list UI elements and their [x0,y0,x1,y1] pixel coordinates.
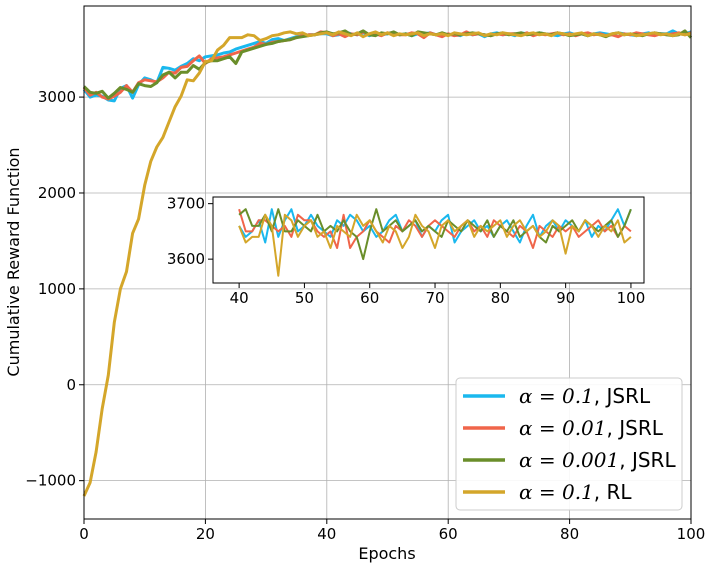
series-line-1 [82,30,692,101]
main-plot-frame [83,5,692,520]
x-tick-label-1: 20 [196,525,215,543]
x-axis-label: Epochs [358,544,415,563]
y-axis-label: Cumulative Reward Function [4,147,23,376]
main-y-ticks: −1000 0 1000 2000 3000 [25,88,84,490]
inset-chart: 40 50 60 70 80 90 100 3600 3700 [167,195,645,307]
legend-box [455,377,683,511]
x-tick-label-2: 40 [317,525,336,543]
x-tick-label-5: 100 [677,525,706,543]
legend: α = 0.1, JSRL α = 0.01, JSRL α = 0.001, JS… [455,377,683,511]
legend-label-2: α = 0.001, JSRL [519,448,676,472]
series-line-2 [82,29,693,100]
y-tick-label-4: 3000 [38,88,76,106]
y-tick-label-1: 0 [66,376,76,394]
inset-x-tick-label-0: 40 [230,289,249,307]
main-x-ticks: 0 20 40 60 80 100 [79,519,705,543]
inset-y-tick-label-0: 3600 [167,250,205,268]
x-tick-label-4: 80 [560,525,579,543]
inset-frame [212,196,645,284]
inset-y-ticks: 3600 3700 [167,195,213,268]
y-tick-label-3: 2000 [38,184,76,202]
inset-background [213,197,644,283]
inset-series-line-3 [238,213,632,277]
legend-label-0: α = 0.1, JSRL [519,384,651,408]
series-line-3 [82,30,692,497]
inset-x-tick-label-6: 100 [617,289,646,307]
x-tick-label-3: 60 [439,525,458,543]
inset-x-tick-label-2: 60 [360,289,379,307]
y-tick-label-0: −1000 [25,472,76,490]
inset-x-tick-label-3: 70 [425,289,444,307]
inset-x-tick-label-4: 80 [491,289,510,307]
inset-x-tick-label-5: 90 [556,289,575,307]
main-series-group [82,29,693,497]
inset-y-tick-label-1: 3700 [167,195,205,213]
y-tick-label-2: 1000 [38,280,76,298]
inset-x-ticks: 40 50 60 70 80 90 100 [230,283,646,307]
series-line-0 [82,29,692,103]
legend-label-1: α = 0.01, JSRL [519,416,664,440]
inset-x-tick-label-1: 50 [295,289,314,307]
inset-series-line-1 [238,208,632,249]
legend-label-3: α = 0.1, RL [519,480,632,504]
inset-series-group [238,208,632,277]
x-tick-label-0: 0 [79,525,89,543]
